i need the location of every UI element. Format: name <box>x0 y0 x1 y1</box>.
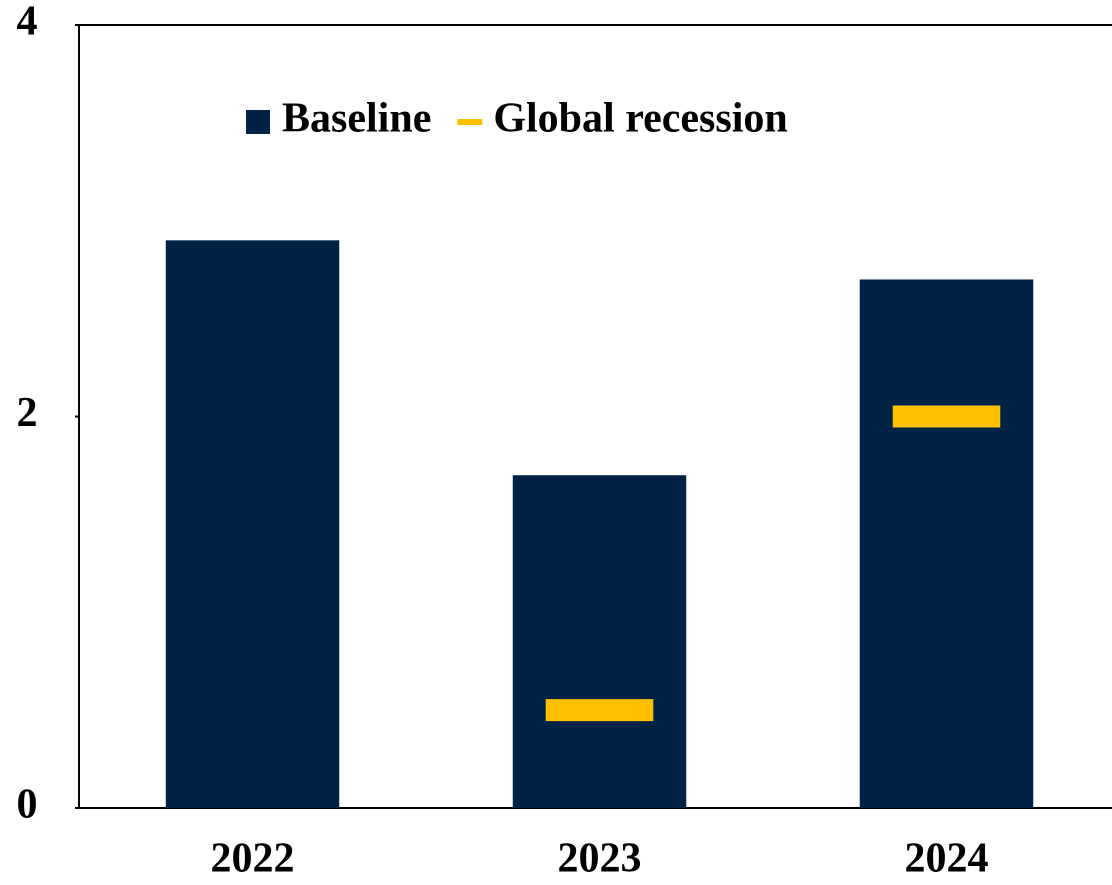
legend-swatch <box>246 110 270 134</box>
y-tick-label: 0 <box>17 782 38 828</box>
legend-swatch <box>457 119 483 125</box>
y-tick-label: 2 <box>17 390 38 436</box>
legend-label: Global recession <box>493 96 787 142</box>
x-tick-label: 2024 <box>905 836 989 882</box>
bar <box>512 475 687 808</box>
legend-label: Baseline <box>282 96 431 142</box>
bar <box>165 240 340 808</box>
x-tick-label: 2023 <box>558 836 642 882</box>
bar <box>859 279 1034 809</box>
y-tick-label: 4 <box>17 0 38 45</box>
marker <box>892 405 1001 428</box>
marker <box>545 699 654 722</box>
x-tick-label: 2022 <box>211 836 295 882</box>
